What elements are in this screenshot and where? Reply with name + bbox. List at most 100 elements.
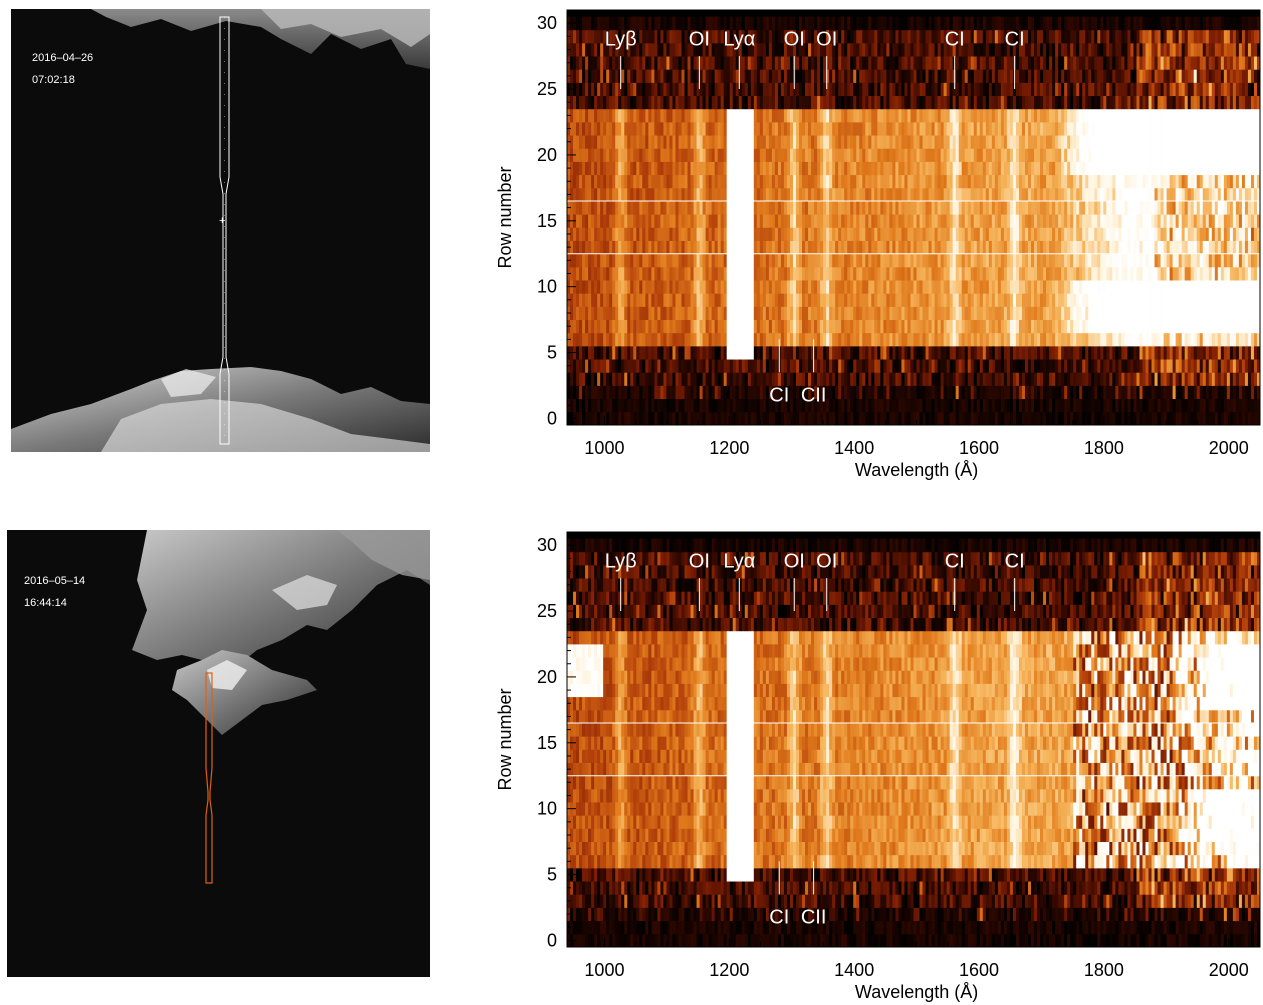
heatmap-cell	[1148, 201, 1152, 215]
heatmap-cell	[952, 306, 957, 320]
heatmap-cell	[588, 280, 592, 294]
heatmap-cell	[916, 201, 920, 215]
heatmap-cell	[886, 266, 890, 281]
heatmap-cell	[883, 227, 887, 241]
heatmap-cell	[943, 187, 948, 202]
heatmap-cell	[1031, 332, 1035, 347]
heatmap-cell	[1091, 240, 1095, 255]
heatmap-cell	[1015, 227, 1020, 241]
heatmap-cell	[964, 319, 969, 334]
heatmap-cell	[786, 359, 791, 373]
heatmap-cell	[883, 398, 887, 413]
heatmap-cell	[1145, 148, 1149, 162]
heatmap-cell	[630, 253, 634, 268]
heatmap-cell	[705, 214, 710, 228]
heatmap-cell	[780, 411, 785, 426]
heatmap-cell	[1220, 266, 1225, 281]
heatmap-cell	[759, 345, 764, 360]
heatmap-cell	[1232, 266, 1237, 281]
heatmap-cell	[762, 135, 767, 149]
heatmap-cell	[1211, 332, 1216, 347]
heatmap-cell	[934, 398, 938, 413]
heatmap-cell	[817, 187, 821, 202]
heatmap-cell	[579, 187, 583, 202]
heatmap-cell	[696, 359, 700, 373]
heatmap-cell	[859, 319, 863, 334]
heatmap-cell	[1037, 148, 1041, 162]
heatmap-cell	[1024, 201, 1029, 215]
heatmap-cell	[624, 253, 628, 268]
heatmap-cell	[669, 266, 673, 281]
heatmap-cell	[1205, 332, 1210, 347]
heatmap-cell	[841, 240, 845, 255]
heatmap-cell	[762, 319, 767, 334]
heatmap-cell	[1211, 293, 1216, 307]
heatmap-cell	[1163, 240, 1167, 255]
heatmap-cell	[1175, 253, 1180, 268]
heatmap-cell	[771, 148, 776, 162]
heatmap-cell	[645, 148, 649, 162]
heatmap-cell	[904, 385, 908, 400]
heatmap-cell	[817, 227, 821, 241]
heatmap-cell	[768, 332, 773, 347]
heatmap-cell	[1124, 161, 1128, 176]
heatmap-cell	[654, 411, 658, 426]
heatmap-cell	[744, 161, 749, 176]
heatmap-cell	[1208, 174, 1213, 189]
heatmap-cell	[1076, 214, 1080, 228]
heatmap-cell	[997, 385, 1002, 400]
heatmap-cell	[1163, 398, 1167, 413]
heatmap-cell	[795, 253, 800, 268]
heatmap-cell	[681, 359, 685, 373]
heatmap-cell	[844, 135, 848, 149]
heatmap-cell	[823, 280, 827, 294]
heatmap-cell	[1070, 161, 1074, 176]
heatmap-cell	[702, 214, 706, 228]
heatmap-cell	[1003, 359, 1008, 373]
heatmap-cell	[648, 280, 652, 294]
heatmap-cell	[910, 280, 914, 294]
heatmap-cell	[630, 411, 634, 426]
heatmap-cell	[1196, 411, 1201, 426]
heatmap-cell	[898, 174, 902, 189]
heatmap-cell	[1037, 201, 1041, 215]
heatmap-cell	[1127, 148, 1131, 162]
heatmap-cell	[1175, 319, 1180, 334]
heatmap-cell	[756, 280, 761, 294]
heatmap-cell	[747, 306, 752, 320]
heatmap-cell	[768, 201, 773, 215]
heatmap-cell	[768, 135, 773, 149]
heatmap-cell	[991, 411, 996, 426]
heatmap-cell	[1109, 306, 1113, 320]
heatmap-cell	[838, 135, 842, 149]
heatmap-cell	[747, 372, 752, 386]
heatmap-cell	[684, 359, 688, 373]
heatmap-cell	[606, 385, 610, 400]
heatmap-cell	[690, 319, 694, 334]
heatmap-cell	[741, 266, 746, 281]
heatmap-cell	[943, 174, 948, 189]
heatmap-cell	[627, 345, 631, 360]
heatmap-cell	[1229, 411, 1234, 426]
heatmap-cell	[738, 240, 743, 255]
heatmap-cell	[1211, 359, 1216, 373]
heatmap-cell	[786, 319, 791, 334]
heatmap-cell	[1012, 385, 1017, 400]
heatmap-cell	[1205, 411, 1210, 426]
heatmap-cell	[1055, 411, 1059, 426]
heatmap-cell	[838, 359, 842, 373]
heatmap-cell	[1064, 227, 1068, 241]
heatmap-cell	[639, 385, 643, 400]
heatmap-cell	[795, 135, 800, 149]
heatmap-cell	[1235, 385, 1240, 400]
heatmap-cell	[1217, 214, 1222, 228]
heatmap-cell	[1064, 332, 1068, 347]
heatmap-cell	[1082, 398, 1086, 413]
heatmap-cell	[1028, 345, 1032, 360]
heatmap-cell	[780, 240, 785, 255]
heatmap-cell	[880, 174, 884, 189]
heatmap-cell	[1012, 332, 1017, 347]
heatmap-cell	[1073, 161, 1077, 176]
heatmap-cell	[814, 214, 818, 228]
heatmap-cell	[1018, 280, 1023, 294]
